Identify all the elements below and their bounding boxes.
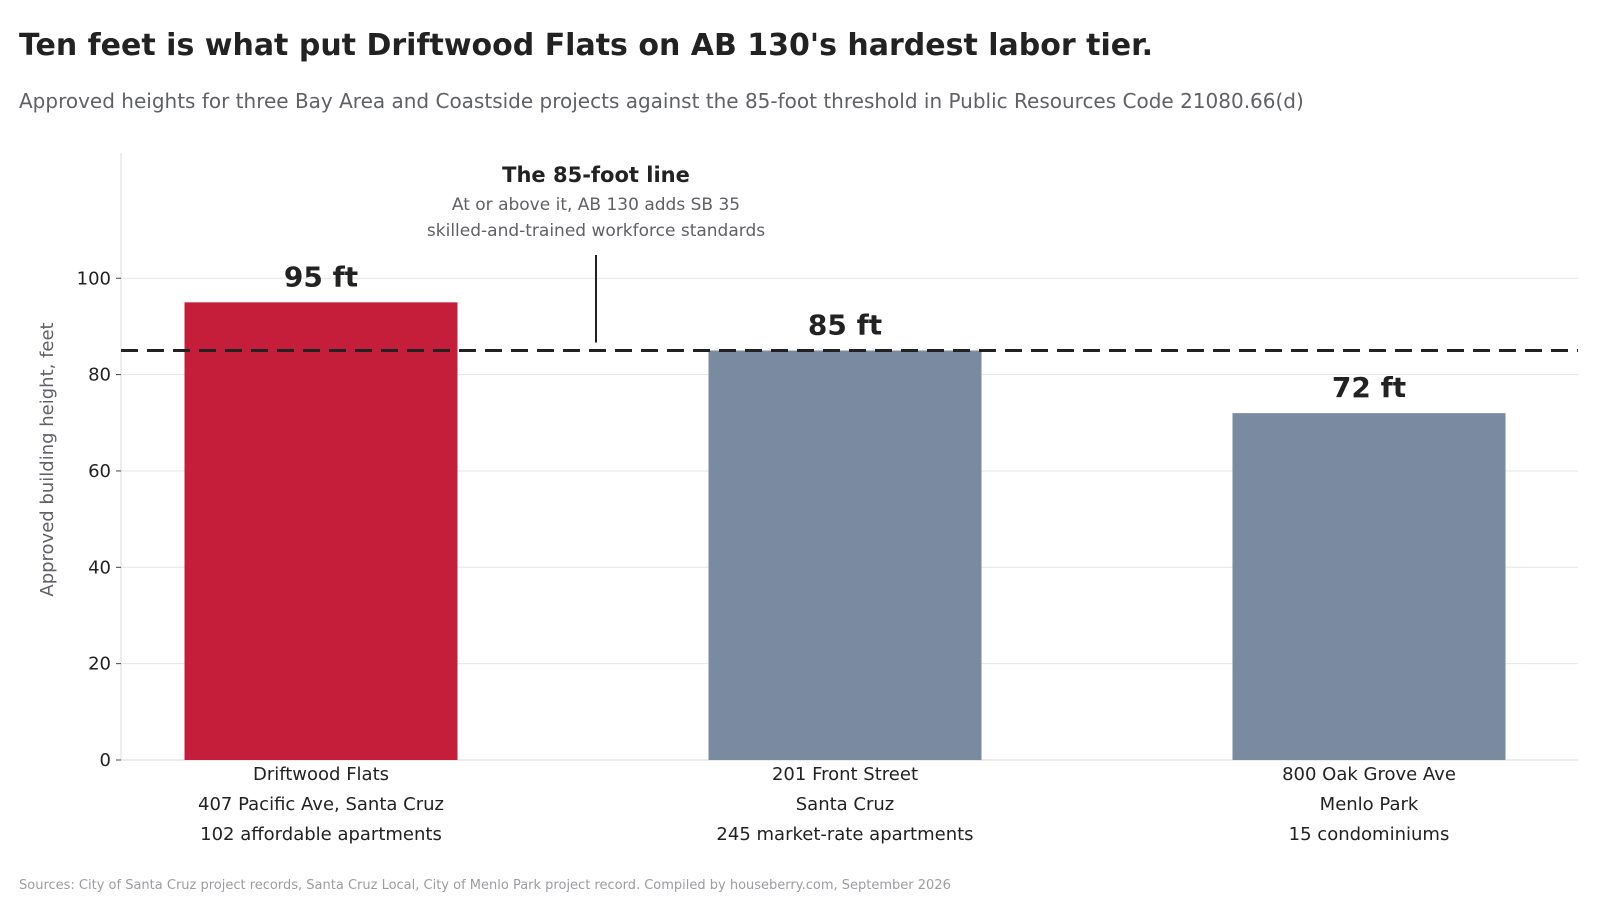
chart-title: Ten feet is what put Driftwood Flats on …	[19, 28, 1153, 63]
bar-2	[708, 350, 982, 760]
x-category-label: 102 affordable apartments	[200, 824, 442, 845]
x-category-label: 201 Front Street	[772, 764, 918, 785]
x-category-label: 245 market-rate apartments	[716, 824, 973, 845]
source-note: Sources: City of Santa Cruz project reco…	[19, 878, 951, 893]
y-tick-label: 60	[88, 461, 111, 482]
bar-3	[1232, 413, 1506, 760]
x-category-label: Santa Cruz	[796, 794, 895, 815]
bar-value-label: 85 ft	[808, 309, 882, 342]
bar-value-label: 72 ft	[1332, 371, 1406, 404]
annotation-text: At or above it, AB 130 adds SB 35	[452, 195, 740, 215]
y-tick-label: 100	[77, 268, 111, 289]
y-tick-label: 20	[88, 654, 111, 675]
x-category-label: 407 Pacific Ave, Santa Cruz	[198, 794, 444, 815]
x-category-label: 15 condominiums	[1289, 824, 1450, 845]
x-category-label: 800 Oak Grove Ave	[1282, 764, 1456, 785]
chart-subtitle: Approved heights for three Bay Area and …	[19, 89, 1304, 113]
x-category-label: Menlo Park	[1320, 794, 1419, 815]
annotation-text: skilled-and-trained workforce standards	[427, 221, 765, 241]
y-tick-label: 0	[100, 750, 111, 771]
annotation-title: The 85-foot line	[502, 163, 690, 187]
y-tick-label: 80	[88, 365, 111, 386]
bar-value-label: 95 ft	[284, 260, 358, 293]
bar-1	[184, 302, 458, 760]
x-category-label: Driftwood Flats	[253, 764, 389, 785]
y-axis-label: Approved building height, feet	[37, 322, 58, 596]
y-tick-label: 40	[88, 557, 111, 578]
